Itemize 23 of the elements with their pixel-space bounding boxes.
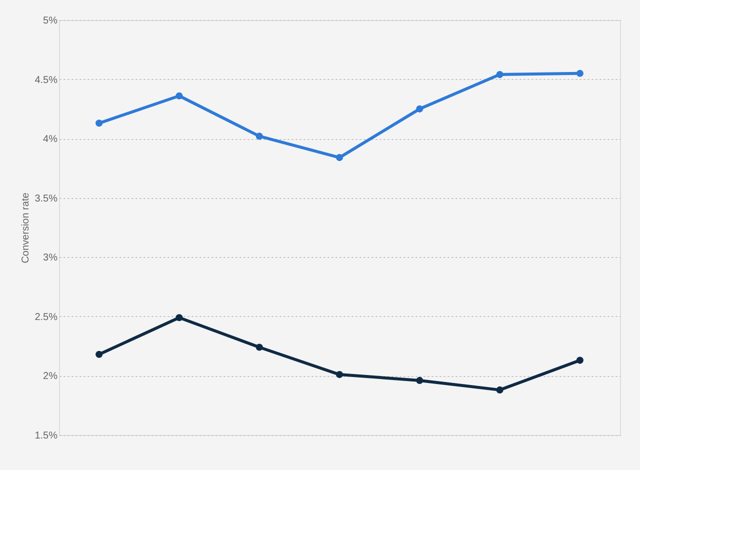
- point: [176, 314, 183, 322]
- y-tick-label: 4%: [43, 134, 58, 146]
- point: [256, 344, 263, 351]
- point: [576, 356, 584, 364]
- point: [96, 120, 103, 127]
- y-tick-label: 2%: [43, 371, 58, 382]
- point: [496, 386, 504, 394]
- y-tick-label: 3.5%: [34, 193, 58, 204]
- point: [96, 350, 103, 358]
- y-tick-label: 2.5%: [34, 312, 58, 323]
- y-axis-title: Conversion rate: [20, 192, 32, 264]
- point: [416, 105, 424, 112]
- point: [256, 132, 263, 140]
- point: [416, 376, 424, 384]
- point: [336, 371, 344, 378]
- y-tick-label: 1.5%: [34, 430, 58, 442]
- y-tick-label: 5%: [43, 16, 58, 26]
- point: [176, 92, 183, 100]
- point: [576, 70, 584, 77]
- y-tick-label: 3%: [43, 252, 58, 264]
- point: [496, 71, 504, 78]
- point: [336, 154, 344, 162]
- y-tick-label: 4.5%: [34, 74, 58, 86]
